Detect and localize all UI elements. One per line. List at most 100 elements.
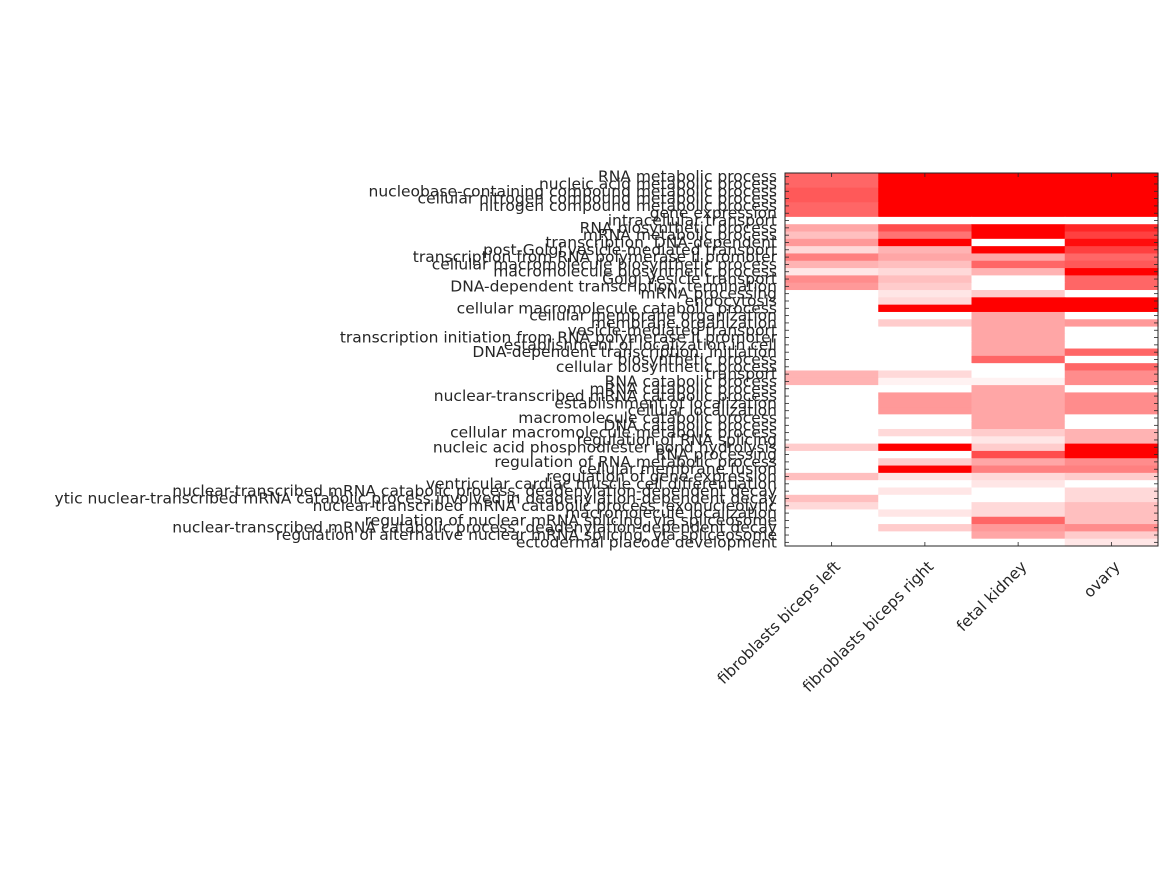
heatmap-cell [1064, 297, 1159, 306]
heatmap-cell [971, 238, 1066, 247]
heatmap-cell [785, 304, 879, 313]
heatmap-cell [971, 304, 1066, 313]
heatmap-cell [785, 472, 879, 481]
heatmap-cell [971, 472, 1066, 481]
heatmap-cell [878, 502, 973, 511]
heatmap-cell [878, 341, 973, 350]
heatmap-cell [971, 231, 1066, 240]
heatmap-cell [971, 487, 1066, 496]
heatmap-cell [1064, 304, 1159, 313]
y-tick-label: transcription, DNA-dependent [545, 233, 777, 251]
y-tick-label: Golgi vesicle transport [602, 270, 777, 288]
heatmap-cell [785, 209, 879, 218]
heatmap-cell [785, 355, 879, 364]
heatmap-cell [971, 428, 1066, 437]
heatmap-cell [971, 246, 1066, 255]
heatmap-cell [1064, 428, 1159, 437]
y-tick-label: ectodermal placode development [516, 533, 777, 551]
heatmap-cell [971, 180, 1066, 189]
heatmap-cell [785, 290, 879, 298]
heatmap-cell [878, 202, 973, 211]
heatmap-cell [1064, 260, 1159, 269]
heatmap-cell [785, 377, 879, 386]
y-tick-label: nuclear-transcribed mRNA catabolic proce… [172, 519, 777, 537]
y-tick-label: cellular membrane organization [529, 307, 777, 325]
y-tick-label: regulation of gene expression [546, 468, 777, 486]
y-tick-label: transcription initiation from RNA polyme… [340, 329, 778, 347]
heatmap-cell [971, 516, 1066, 525]
heatmap-cell [878, 216, 973, 225]
heatmap-cell [1064, 370, 1159, 379]
heatmap-cell [971, 494, 1066, 503]
heatmap-cell [1064, 216, 1159, 225]
heatmap-cell [878, 399, 973, 408]
heatmap-cell [971, 502, 1066, 511]
y-tick-label: RNA processing [656, 446, 777, 464]
heatmap-cell [878, 407, 973, 415]
y-tick-label: macromolecule localization [565, 504, 777, 522]
heatmap-cell [971, 377, 1066, 386]
heatmap-cell [878, 319, 973, 328]
heatmap-cell [878, 304, 973, 313]
heatmap-cell [1064, 194, 1159, 203]
heatmap-cell [785, 414, 879, 423]
heatmap-cell [878, 231, 973, 240]
y-tick-label: cellular membrane fusion [579, 460, 777, 478]
heatmap-cell [878, 238, 973, 247]
heatmap-cell [1064, 238, 1159, 247]
y-tick-label: gene expression [650, 204, 777, 222]
y-tick-label: nuclear-transcribed mRNA catabolic proce… [313, 497, 777, 515]
heatmap-cell [971, 216, 1066, 225]
heatmap-cell [1064, 465, 1159, 474]
heatmap-cell [1064, 531, 1159, 540]
heatmap-cell [1064, 385, 1159, 394]
heatmap-cell [878, 421, 973, 430]
heatmap-cell [1064, 326, 1159, 335]
x-tick-label: ovary [1080, 558, 1124, 602]
y-tick-label: membrane organization [591, 314, 777, 332]
heatmap-cell [971, 326, 1066, 335]
heatmap-cell [1064, 333, 1159, 342]
y-tick-label: cellular nitrogen compound metabolic pro… [418, 190, 777, 208]
y-tick-label: regulation of nuclear mRNA splicing, via… [365, 511, 777, 529]
heatmap-cell [1064, 414, 1159, 423]
heatmap-cell [971, 341, 1066, 350]
heatmap-cell [971, 458, 1066, 467]
y-tick-label: endocytosis [685, 292, 777, 310]
heatmap-cell [1064, 450, 1159, 459]
y-tick-label: post-Golgi vesicle-mediated transport [483, 241, 777, 259]
heatmap-cell [1064, 224, 1159, 233]
heatmap-cell [1064, 290, 1159, 298]
y-tick-label: cellular biosynthetic process [556, 358, 777, 376]
heatmap-cell [785, 494, 879, 503]
y-tick-label: cellular macromolecule biosynthetic proc… [432, 255, 777, 273]
heatmap-cell [878, 531, 973, 540]
y-tick-label: nuclear-transcribed mRNA catabolic proce… [434, 387, 777, 405]
heatmap-cell [785, 509, 879, 518]
heatmap-cell [971, 282, 1066, 291]
y-tick-label: macromolecule biosynthetic process [493, 263, 777, 281]
heatmap-cell [785, 370, 879, 379]
heatmap-cell [878, 487, 973, 496]
y-tick-label: regulation of RNA metabolic process [494, 453, 777, 471]
y-tick-label: RNA metabolic process [598, 168, 777, 186]
heatmap-cell [785, 421, 879, 430]
heatmap-cell [878, 414, 973, 423]
heatmap-cell [878, 377, 973, 386]
heatmap-cell [785, 443, 879, 452]
heatmap-cell [785, 253, 879, 262]
heatmap-cell [878, 268, 973, 276]
heatmap-cell [878, 458, 973, 467]
heatmap-cell [878, 472, 973, 481]
y-tick-label: RNA biosynthetic process [580, 219, 777, 237]
heatmap-cell [785, 202, 879, 211]
y-tick-label: cellular macromolecule catabolic process [457, 299, 777, 317]
y-tick-label: DNA-dependent transcription, termination [450, 277, 777, 295]
heatmap-cell [971, 407, 1066, 415]
heatmap-cell [785, 231, 879, 240]
heatmap-cell [1064, 436, 1159, 445]
heatmap-cell [785, 238, 879, 247]
heatmap-cell [785, 458, 879, 467]
heatmap-cell [785, 341, 879, 350]
